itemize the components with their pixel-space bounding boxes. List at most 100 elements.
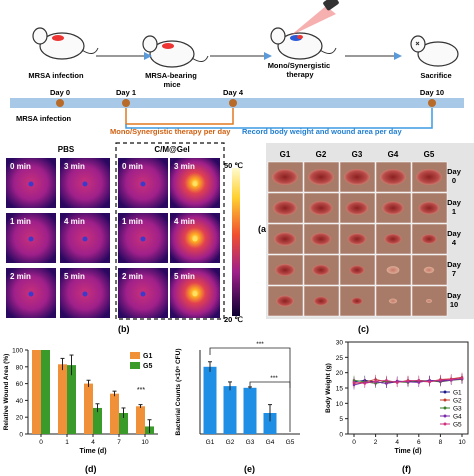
scale-min-label: 20 ℃	[224, 315, 243, 324]
legend-swatch	[130, 362, 140, 369]
thermal-spot	[140, 291, 146, 297]
bracket-orange	[125, 108, 234, 125]
wound-area	[380, 169, 406, 185]
thermal-grid: 0 min 3 min 0 min 3 min 1 min 4 min 1 min 4 min…	[6, 158, 220, 318]
wound-area	[347, 233, 367, 245]
wound-day-label-line: Day	[447, 260, 462, 269]
wound-area	[351, 297, 363, 305]
x-tick-label: 4	[91, 439, 95, 446]
thermal-time-label: 5 min	[174, 272, 195, 281]
panel-b-label: (b)	[118, 324, 130, 334]
thermal-time-label: 2 min	[122, 272, 143, 281]
wound-group-label: G2	[316, 150, 327, 159]
wound-area	[386, 266, 400, 274]
y-tick-label: 20	[336, 370, 344, 377]
thermal-time-label: 4 min	[64, 217, 85, 226]
chart-f-body-weight: 0 5 10 15 20 25 30 Body Weight (g) 0 2 4 6 8 10 Time (…	[325, 340, 469, 474]
thermal-spot	[28, 291, 34, 297]
panel-label: (f)	[402, 464, 411, 474]
cmgel-dashed-box	[115, 142, 225, 320]
x-tick-label: 8	[439, 439, 443, 446]
day-label-1: Day 1	[116, 88, 136, 97]
plot-frame	[347, 341, 469, 435]
significance-marker: ***	[137, 387, 145, 394]
bar	[203, 366, 217, 434]
x-tick-label: G2	[226, 439, 235, 446]
temperature-scale-bar	[232, 168, 240, 316]
legend-marker	[443, 414, 447, 418]
thermal-time-label: 3 min	[64, 162, 85, 171]
wound-day-label-line: 0	[452, 176, 456, 185]
significance-marker: ***	[256, 341, 264, 348]
x-tick-label: 1	[65, 439, 69, 446]
bar-G5	[67, 365, 76, 434]
y-tick-label: 80	[16, 364, 24, 371]
x-tick-label: 7	[117, 439, 121, 446]
wound-day-label-line: 1	[452, 207, 456, 216]
wound-group-label: G3	[352, 150, 363, 159]
day-marker-1: Day 1	[116, 88, 136, 107]
day-marker-0: Day 0	[50, 88, 70, 107]
step-label-2-line-2: therapy	[286, 70, 314, 79]
step-label-1-line-2: mice	[163, 80, 180, 89]
bar-G1	[32, 350, 41, 434]
y-tick-label: 15	[336, 386, 344, 393]
step-label-2-line-1: Mono/Synergistic	[268, 61, 331, 70]
y-tick-label: 0	[19, 432, 23, 439]
bracket-orange-label: Mono/Synergistic therapy per day	[110, 127, 231, 136]
wound-day-label-line: Day	[447, 229, 462, 238]
y-tick-label: 30	[336, 340, 344, 347]
thermal-spot	[82, 181, 88, 187]
wound-area	[384, 233, 402, 245]
chart-e-bacterial-counts: Bacterial Counts (×10⁶ CFU) G1 G2 G3 G4 G5 ***…	[175, 341, 300, 474]
wound-group-label: G4	[388, 150, 399, 159]
panel-c-label: (c)	[358, 324, 369, 334]
legend-label: G1	[143, 353, 152, 360]
legend-marker	[443, 406, 447, 410]
wound-day-label-line: Day	[447, 198, 462, 207]
day-marker-2: Day 4	[223, 88, 244, 107]
wound-day-label-line: 4	[452, 238, 457, 247]
day-marker-3: Day 10	[420, 88, 444, 107]
legend-label: G3	[453, 406, 462, 413]
wound-area	[273, 200, 297, 216]
step-label-2: Mono/Synergistic therapy	[268, 61, 333, 79]
legend-marker	[443, 390, 447, 394]
y-tick-label: 20	[16, 415, 24, 422]
legend-swatch	[130, 352, 140, 359]
wound-day-label: Day 1	[447, 198, 462, 216]
y-tick-label: 100	[12, 348, 23, 355]
x-tick-label: 6	[417, 439, 421, 446]
wound-day-label: Day 10	[447, 291, 462, 309]
wound-area	[416, 169, 442, 185]
wound-area	[276, 295, 294, 307]
mouse-icon-bearing	[142, 35, 209, 68]
wound-day-label: Day 4	[447, 229, 462, 247]
x-tick-label: G1	[206, 439, 215, 446]
thermal-spot	[28, 236, 34, 242]
bar-G5	[41, 350, 50, 434]
bracket-blue	[125, 108, 433, 129]
day-label-3: Day 10	[420, 88, 444, 97]
wound-day-label-line: Day	[447, 167, 462, 176]
thermal-spot	[140, 181, 146, 187]
legend-label: G2	[453, 398, 462, 405]
thermal-time-label: 1 min	[122, 217, 143, 226]
wound-area	[345, 201, 369, 215]
panel-a-label: (a)	[258, 224, 269, 234]
step-label-3: Sacrifice	[420, 71, 451, 80]
legend-label: G1	[453, 390, 462, 397]
wound-area	[349, 265, 365, 275]
step-label-1: MRSA-bearing mice	[145, 71, 199, 89]
y-axis-label: Relative Wound Area (%)	[3, 354, 10, 431]
wound-area	[426, 299, 432, 303]
step-label-0: MRSA infection	[28, 71, 84, 80]
x-tick-label: 10	[458, 439, 466, 446]
thermal-spot	[192, 291, 198, 297]
y-tick-label: 60	[16, 381, 24, 388]
bar-G1	[110, 393, 119, 434]
panel-b-thermal: PBS C/M@Gel 0 min 3 min 0 min 3 min 1 min 4 m…	[6, 142, 269, 334]
thermal-spot	[140, 236, 146, 242]
